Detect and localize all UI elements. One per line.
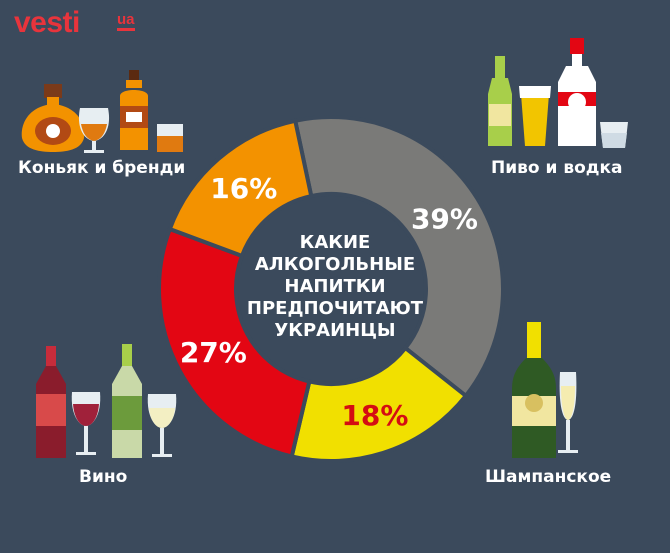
brand-logo[interactable]: vesti xyxy=(14,6,80,39)
whiskey-bottle-icon xyxy=(120,70,148,150)
category-label-wine: Вино xyxy=(79,467,128,487)
center-title-line: УКРАИНЦЫ xyxy=(274,320,396,341)
slice-label-champagne: 18% xyxy=(341,399,408,432)
red-wine-glass-icon xyxy=(71,392,101,455)
donut-hole xyxy=(238,196,424,382)
brand-logo-suffix: ua xyxy=(117,12,135,31)
chart-center-title: КАКИЕ АЛКОГОЛЬНЫЕ НАПИТКИ ПРЕДПОЧИТАЮТ У… xyxy=(240,232,430,342)
snifter-glass-icon xyxy=(78,108,110,153)
vodka-bottle-icon xyxy=(558,38,596,146)
category-label-cognac: Коньяк и бренди xyxy=(18,158,186,178)
category-label-beer-vodka: Пиво и водка xyxy=(491,158,623,178)
cognac-bottle-icon xyxy=(21,84,85,152)
donut-slice-cognac xyxy=(167,118,314,259)
slice-label-beer-vodka: 39% xyxy=(411,203,478,236)
beer-glass-icon xyxy=(519,86,551,146)
donut-chart: 39% 18% 27% 16% xyxy=(157,115,505,463)
beer-bottle-icon xyxy=(488,56,512,146)
white-wine-bottle-icon xyxy=(112,344,142,458)
white-wine-glass-icon xyxy=(147,394,177,457)
category-label-champagne: Шампанское xyxy=(485,467,612,487)
center-title-line: КАКИЕ xyxy=(299,232,371,253)
shot-glass-icon xyxy=(600,122,628,148)
center-title-line: НАПИТКИ xyxy=(284,276,386,297)
donut-slice-wine xyxy=(157,226,312,459)
center-title-line: ПРЕДПОЧИТАЮТ xyxy=(246,298,424,319)
whiskey-glass-icon xyxy=(157,124,183,152)
center-title-line: АЛКОГОЛЬНЫЕ xyxy=(254,254,416,275)
donut-slice-beer-vodka xyxy=(292,115,505,399)
slice-label-wine: 27% xyxy=(180,336,247,369)
champagne-glass-icon xyxy=(558,372,578,453)
red-wine-bottle-icon xyxy=(36,346,66,458)
champagne-bottle-icon xyxy=(512,322,556,458)
slice-label-cognac: 16% xyxy=(210,172,277,205)
